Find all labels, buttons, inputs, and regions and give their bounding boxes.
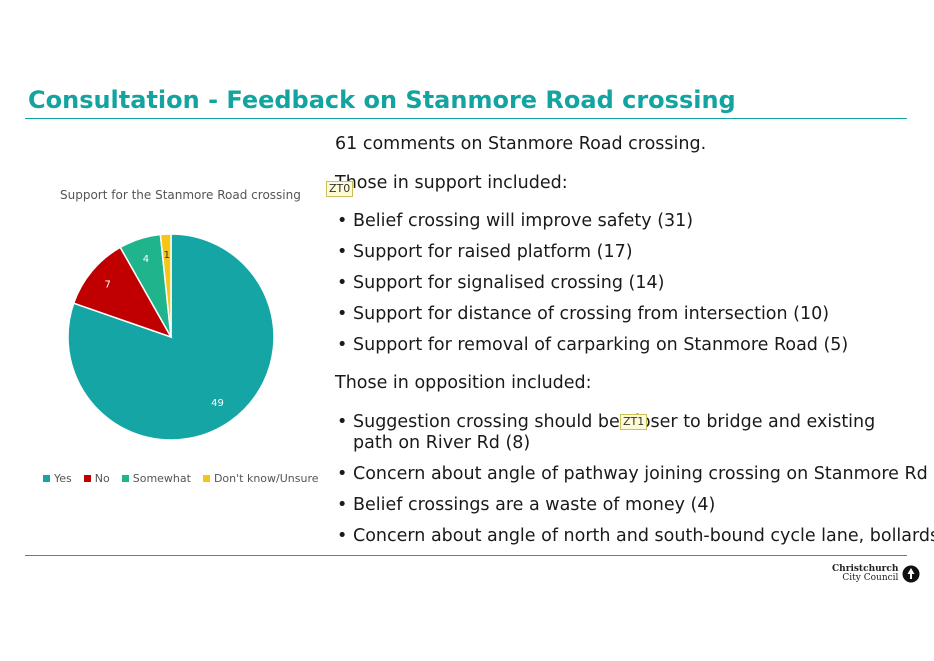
support-item-text: Support for raised platform (17) [353, 242, 633, 262]
opposition-item: • Concern about angle of north and south-… [337, 526, 934, 546]
bullet-dot: • [337, 464, 348, 484]
bullet-dot: • [337, 304, 348, 324]
council-logo: Christchurch City Council [832, 565, 920, 583]
legend-swatch-unsure [202, 475, 210, 482]
comment-marker[interactable]: ZT1 [620, 414, 648, 430]
support-item: • Support for signalised crossing (14) [337, 273, 664, 293]
logo-text: Christchurch City Council [832, 565, 898, 583]
legend-label-unsure: Don't know/Unsure [213, 472, 319, 485]
support-item-text: Support for signalised crossing (14) [353, 273, 665, 293]
logo-line1: Christchurch [832, 564, 899, 574]
pie-slice-no [72, 246, 173, 339]
bullet-dot: • [337, 495, 348, 515]
opposition-item: • Concern about angle of pathway joining … [337, 464, 934, 484]
support-item: • Support for removal of carparking on St… [337, 335, 848, 355]
legend-item-unsure: Don't know/Unsure [202, 472, 319, 485]
legend-item-no: No [83, 472, 110, 485]
support-item: • Belief crossing will improve safety (31… [337, 211, 693, 231]
legend-swatch-somewhat [121, 475, 129, 482]
opposition-item-text: Suggestion crossing should be closer to … [353, 412, 876, 453]
title-divider [25, 118, 907, 119]
opposition-item: • Suggestion crossing should be closer to… [337, 412, 909, 454]
chart-legend: Yes No Somewhat Don't know/Unsure [43, 472, 319, 485]
support-item: • Support for distance of crossing from i… [337, 304, 829, 324]
opposition-item-text: Concern about angle of north and south-b… [353, 526, 934, 546]
bullet-dot: • [337, 211, 348, 231]
support-item-text: Support for distance of crossing from in… [353, 304, 830, 324]
support-item-text: Belief crossing will improve safety (31) [353, 211, 694, 231]
legend-swatch-yes [43, 475, 50, 482]
pie-slice-yes [67, 233, 275, 441]
support-heading: Those in support included: [335, 173, 568, 193]
opposition-item-text: Belief crossings are a waste of money (4… [353, 495, 716, 515]
legend-item-yes: Yes [43, 472, 72, 485]
legend-swatch-no [83, 475, 91, 482]
opposition-item-text: Concern about angle of pathway joining c… [353, 464, 934, 484]
intro-text: 61 comments on Stanmore Road crossing. [335, 134, 707, 154]
comment-marker[interactable]: ZT0 [326, 181, 354, 197]
chart-title: Support for the Stanmore Road crossing [60, 188, 301, 202]
slide-title: Consultation - Feedback on Stanmore Road… [28, 86, 736, 114]
bullet-dot: • [337, 242, 348, 262]
logo-line2: City Council [842, 573, 899, 583]
opposition-heading: Those in opposition included: [335, 373, 592, 393]
opposition-item: • Belief crossings are a waste of money (… [337, 495, 715, 515]
legend-item-somewhat: Somewhat [121, 472, 191, 485]
tree-logo-icon [902, 565, 920, 583]
legend-label-somewhat: Somewhat [132, 472, 191, 485]
support-item-text: Support for removal of carparking on Sta… [353, 335, 849, 355]
bullet-dot: • [337, 412, 348, 432]
bullet-dot: • [337, 273, 348, 293]
legend-label-yes: Yes [54, 472, 72, 485]
bullet-dot: • [337, 526, 348, 546]
legend-label-no: No [94, 472, 110, 485]
bullet-dot: • [337, 335, 348, 355]
support-item: • Support for raised platform (17) [337, 242, 633, 262]
footer-divider [25, 555, 907, 556]
pie-slice-unsure [159, 233, 172, 338]
